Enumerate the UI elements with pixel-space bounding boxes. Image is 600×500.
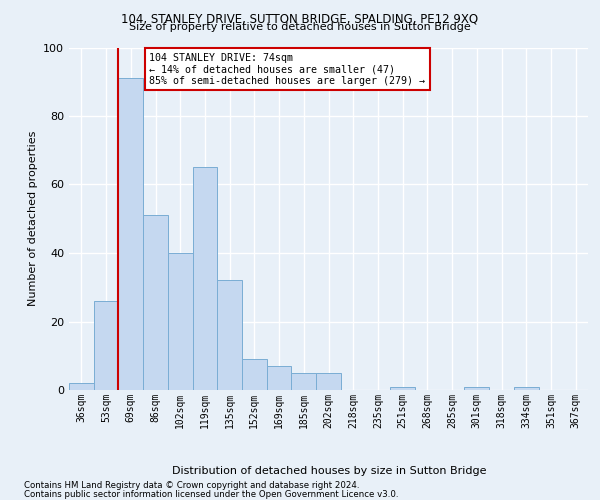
Text: 104, STANLEY DRIVE, SUTTON BRIDGE, SPALDING, PE12 9XQ: 104, STANLEY DRIVE, SUTTON BRIDGE, SPALD… <box>121 12 479 26</box>
Bar <box>118 78 143 390</box>
Bar <box>267 366 292 390</box>
Bar <box>193 168 217 390</box>
Text: Contains HM Land Registry data © Crown copyright and database right 2024.: Contains HM Land Registry data © Crown c… <box>24 481 359 490</box>
Bar <box>464 386 489 390</box>
Y-axis label: Number of detached properties: Number of detached properties <box>28 131 38 306</box>
Bar <box>514 386 539 390</box>
Bar <box>292 373 316 390</box>
Text: Contains public sector information licensed under the Open Government Licence v3: Contains public sector information licen… <box>24 490 398 499</box>
Text: 104 STANLEY DRIVE: 74sqm
← 14% of detached houses are smaller (47)
85% of semi-d: 104 STANLEY DRIVE: 74sqm ← 14% of detach… <box>149 52 425 86</box>
Bar <box>316 373 341 390</box>
Text: Size of property relative to detached houses in Sutton Bridge: Size of property relative to detached ho… <box>129 22 471 32</box>
Bar <box>143 216 168 390</box>
Bar <box>168 253 193 390</box>
Bar <box>242 359 267 390</box>
Bar <box>390 386 415 390</box>
Text: Distribution of detached houses by size in Sutton Bridge: Distribution of detached houses by size … <box>172 466 486 476</box>
Bar <box>217 280 242 390</box>
Bar <box>94 301 118 390</box>
Bar <box>69 383 94 390</box>
